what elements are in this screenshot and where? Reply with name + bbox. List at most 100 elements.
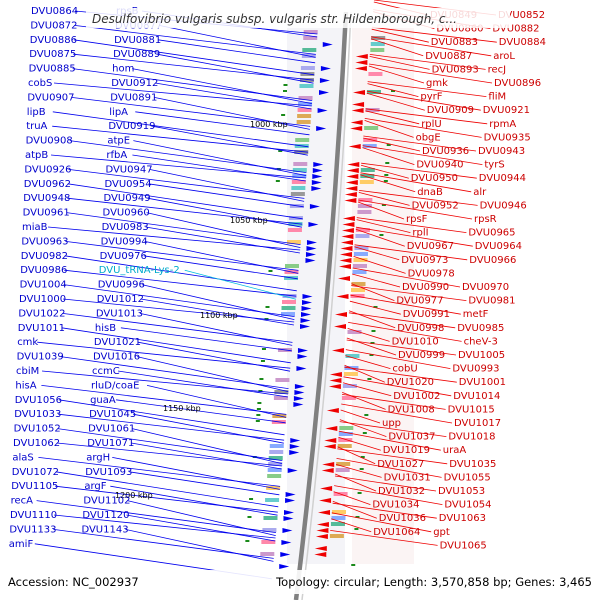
- gene-arrow-forward: [282, 528, 293, 533]
- gene-arrow-reverse: [322, 462, 335, 467]
- connector-reverse: [331, 518, 372, 533]
- gene-label-argf: argF: [84, 481, 106, 492]
- gene-label-miab: miaB: [22, 222, 48, 233]
- gene-block-forward: [262, 528, 277, 532]
- gene-block-forward: [280, 312, 295, 316]
- gene-block-reverse: [347, 330, 362, 334]
- gene-arrow-forward: [308, 222, 319, 227]
- gene-label-dvu0886: DVU0886: [30, 35, 77, 46]
- gc-skew-mark: [354, 528, 359, 530]
- gene-arrow-reverse: [320, 486, 333, 491]
- topology-text: Topology: circular; Length: 3,570,858 bp…: [275, 575, 592, 589]
- connector-reverse: [370, 38, 424, 57]
- gene-label-rpsf: rpsF: [406, 214, 428, 225]
- connector-reverse: [363, 135, 477, 152]
- gene-block-reverse: [337, 444, 352, 448]
- gene-arrow-forward: [287, 468, 298, 473]
- connector-forward: [152, 125, 308, 156]
- gene-block-reverse: [343, 372, 358, 376]
- gene-label-dvu0983: DVU0983: [102, 222, 149, 233]
- connector-forward: [112, 457, 280, 490]
- gene-label-hom: hom: [112, 64, 134, 75]
- connector-forward: [184, 269, 297, 300]
- connector-reverse: [345, 355, 391, 369]
- gene-block-reverse: [355, 234, 370, 238]
- gene-label-dvu0999: DVU0999: [398, 350, 445, 361]
- connector-forward: [41, 370, 289, 395]
- gene-arrow-reverse: [342, 216, 355, 221]
- gene-label-dvu1021: DVU1021: [94, 337, 141, 348]
- gene-label-dvu1064: DVU1064: [373, 527, 420, 538]
- gc-skew-mark: [383, 180, 388, 182]
- gene-label-lipa: lipA: [109, 107, 128, 118]
- gene-arrow-forward: [294, 390, 305, 395]
- gene-label-dvu0907: DVU0907: [27, 92, 74, 103]
- gene-label-dvu1061: DVU1061: [88, 424, 135, 435]
- gc-skew-mark: [360, 456, 365, 458]
- gene-arrow-forward: [302, 300, 312, 305]
- gene-label-dvu0993: DVU0993: [452, 364, 499, 375]
- gene-arrow-reverse: [339, 258, 352, 263]
- connector-forward: [144, 241, 299, 274]
- gene-arrow-forward: [297, 354, 308, 359]
- gene-label-rplu: rplU: [421, 119, 442, 130]
- gene-block-forward: [296, 120, 311, 124]
- gene-arrow-forward: [305, 258, 316, 263]
- gene-arrow-reverse: [350, 120, 363, 125]
- gene-arrow-reverse: [348, 144, 361, 149]
- gene-block-forward: [292, 174, 307, 178]
- gene-arrow-reverse: [337, 276, 350, 281]
- gene-label-dvu1013: DVU1013: [96, 308, 143, 319]
- gene-arrow-forward: [281, 540, 292, 545]
- gene-block-forward: [282, 294, 297, 298]
- gc-skew-mark: [370, 342, 375, 344]
- gene-label-arol: aroL: [493, 51, 515, 62]
- gene-label-dvu0967: DVU0967: [407, 241, 454, 252]
- forward-gene-labels: DVU0864rpsBDVU0872DVU0877DVU0886DVU0881D…: [9, 6, 180, 550]
- gene-block-reverse: [341, 396, 356, 400]
- gc-skew-mark: [275, 180, 280, 182]
- connector-reverse: [356, 219, 411, 233]
- gene-arrow-forward: [285, 492, 296, 497]
- gene-block-forward: [267, 474, 282, 478]
- gene-label-dvu1002: DVU1002: [393, 391, 440, 402]
- connector-forward: [125, 529, 274, 562]
- gene-block-forward: [297, 114, 312, 118]
- gene-label-dvu0948: DVU0948: [23, 193, 70, 204]
- gene-label-hisb: hisB: [95, 323, 116, 334]
- gene-label-dvu1018: DVU1018: [448, 432, 495, 443]
- gene-label-dvu1027: DVU1027: [377, 459, 424, 470]
- gene-arrow-reverse: [338, 264, 351, 269]
- connector-reverse: [348, 322, 462, 342]
- accession-text: Accession: NC_002937: [8, 575, 139, 589]
- connector-forward: [73, 39, 315, 76]
- gene-label-dvu1143: DVU1143: [81, 524, 128, 535]
- gene-label-dvu1102: DVU1102: [83, 496, 130, 507]
- gene-arrow-reverse: [341, 234, 354, 239]
- gene-block-reverse: [332, 510, 347, 514]
- gene-block-reverse: [362, 144, 377, 148]
- gene-arrow-forward: [294, 384, 305, 389]
- gc-skew-mark: [367, 378, 372, 380]
- connector-reverse: [344, 364, 385, 383]
- gene-block-forward: [294, 150, 309, 154]
- connector-reverse: [357, 201, 405, 220]
- connector-reverse: [332, 500, 377, 519]
- gene-block-forward: [286, 240, 301, 244]
- connector-forward: [37, 341, 291, 369]
- feature-bands: [287, 24, 414, 564]
- gene-block-forward: [298, 102, 313, 106]
- gene-label-atpe: atpE: [107, 136, 130, 147]
- gene-label-atpb: atpB: [25, 150, 48, 161]
- connector-reverse: [358, 190, 478, 206]
- gene-label-cbim: cbiM: [16, 366, 39, 377]
- gene-arrow-reverse: [339, 252, 352, 257]
- tick-label-1050: 1050 kbp: [230, 216, 268, 225]
- gene-arrow-forward: [312, 174, 323, 179]
- gene-arrow-reverse: [352, 102, 365, 107]
- gene-arrow-reverse: [334, 312, 347, 317]
- connector-reverse: [368, 63, 493, 84]
- gene-label-dvu0985: DVU0985: [457, 323, 504, 334]
- gene-arrow-reverse: [314, 552, 327, 557]
- gene-block-forward: [273, 396, 288, 400]
